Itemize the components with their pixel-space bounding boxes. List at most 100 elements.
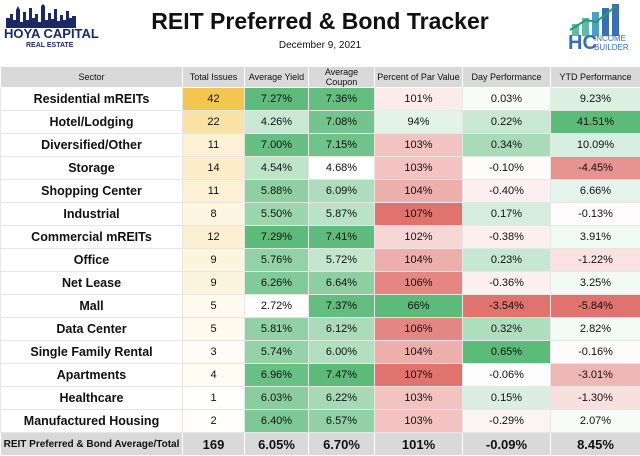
- cell-ytd: 10.09%: [551, 134, 640, 157]
- col-header-day: Day Performance: [463, 67, 551, 88]
- cell-ytd: 6.66%: [551, 180, 640, 203]
- cell-ytd: -0.16%: [551, 341, 640, 364]
- cell-day: 0.32%: [463, 318, 551, 341]
- cell-sector: Residential mREITs: [1, 88, 183, 111]
- cell-sector: Manufactured Housing: [1, 410, 183, 433]
- cell-day: -0.40%: [463, 180, 551, 203]
- tracker-table: Sector Total Issues Average Yield Averag…: [0, 66, 640, 456]
- col-header-par: Percent of Par Value: [375, 67, 463, 88]
- footer-cell-par: 101%: [375, 433, 463, 456]
- cell-yield: 6.40%: [245, 410, 309, 433]
- cell-sector: Storage: [1, 157, 183, 180]
- cell-issues: 11: [183, 180, 245, 203]
- cell-sector: Diversified/Other: [1, 134, 183, 157]
- cell-coupon: 5.87%: [309, 203, 375, 226]
- cell-ytd: 9.23%: [551, 88, 640, 111]
- cell-ytd: -3.01%: [551, 364, 640, 387]
- col-header-ytd: YTD Performance: [551, 67, 640, 88]
- cell-par: 103%: [375, 157, 463, 180]
- cell-par: 106%: [375, 318, 463, 341]
- cell-issues: 22: [183, 111, 245, 134]
- cell-sector: Healthcare: [1, 387, 183, 410]
- cell-sector: Mall: [1, 295, 183, 318]
- cell-sector: Data Center: [1, 318, 183, 341]
- cell-day: -0.10%: [463, 157, 551, 180]
- cell-coupon: 6.00%: [309, 341, 375, 364]
- cell-sector: Industrial: [1, 203, 183, 226]
- cell-sector: Net Lease: [1, 272, 183, 295]
- cell-yield: 6.26%: [245, 272, 309, 295]
- cell-ytd: 2.07%: [551, 410, 640, 433]
- cell-coupon: 7.47%: [309, 364, 375, 387]
- footer-cell-ytd: 8.45%: [551, 433, 640, 456]
- cell-issues: 5: [183, 318, 245, 341]
- cell-day: 0.17%: [463, 203, 551, 226]
- footer-cell-sector: REIT Preferred & Bond Average/Total: [1, 433, 183, 456]
- footer-cell-yield: 6.05%: [245, 433, 309, 456]
- cell-day: 0.23%: [463, 249, 551, 272]
- cell-par: 104%: [375, 341, 463, 364]
- cell-day: -3.54%: [463, 295, 551, 318]
- cell-ytd: 41.51%: [551, 111, 640, 134]
- cell-sector: Apartments: [1, 364, 183, 387]
- cell-par: 101%: [375, 88, 463, 111]
- header-row: Sector Total Issues Average Yield Averag…: [1, 67, 640, 88]
- cell-day: 0.03%: [463, 88, 551, 111]
- cell-issues: 9: [183, 249, 245, 272]
- cell-yield: 7.27%: [245, 88, 309, 111]
- cell-par: 107%: [375, 364, 463, 387]
- cell-ytd: -1.22%: [551, 249, 640, 272]
- footer-cell-day: -0.09%: [463, 433, 551, 456]
- income-builder-logo: HC INCOME BUILDER: [566, 2, 638, 62]
- bar-growth-icon: [566, 2, 636, 36]
- footer-cell-coupon: 6.70%: [309, 433, 375, 456]
- cell-issues: 8: [183, 203, 245, 226]
- cell-yield: 4.54%: [245, 157, 309, 180]
- cell-yield: 5.88%: [245, 180, 309, 203]
- cell-ytd: 3.25%: [551, 272, 640, 295]
- cell-coupon: 7.15%: [309, 134, 375, 157]
- cell-yield: 5.50%: [245, 203, 309, 226]
- cell-yield: 6.03%: [245, 387, 309, 410]
- cell-ytd: -4.45%: [551, 157, 640, 180]
- cell-yield: 5.74%: [245, 341, 309, 364]
- report-date: December 9, 2021: [0, 40, 640, 51]
- cell-issues: 3: [183, 341, 245, 364]
- cell-ytd: 3.91%: [551, 226, 640, 249]
- cell-yield: 5.81%: [245, 318, 309, 341]
- cell-par: 104%: [375, 180, 463, 203]
- cell-issues: 11: [183, 134, 245, 157]
- cell-coupon: 7.36%: [309, 88, 375, 111]
- page-title: REIT Preferred & Bond Tracker: [0, 8, 640, 35]
- cell-yield: 7.00%: [245, 134, 309, 157]
- cell-ytd: 2.82%: [551, 318, 640, 341]
- cell-ytd: -0.13%: [551, 203, 640, 226]
- cell-day: -0.06%: [463, 364, 551, 387]
- cell-issues: 2: [183, 410, 245, 433]
- col-header-sector: Sector: [1, 67, 183, 88]
- hc-logo-mark: HC: [568, 32, 597, 55]
- cell-yield: 4.26%: [245, 111, 309, 134]
- cell-issues: 14: [183, 157, 245, 180]
- cell-coupon: 5.72%: [309, 249, 375, 272]
- cell-yield: 7.29%: [245, 226, 309, 249]
- cell-par: 103%: [375, 134, 463, 157]
- cell-coupon: 6.57%: [309, 410, 375, 433]
- header: HOYA CAPITAL REAL ESTATE REIT Preferred …: [0, 0, 640, 64]
- cell-sector: Shopping Center: [1, 180, 183, 203]
- cell-sector: Office: [1, 249, 183, 272]
